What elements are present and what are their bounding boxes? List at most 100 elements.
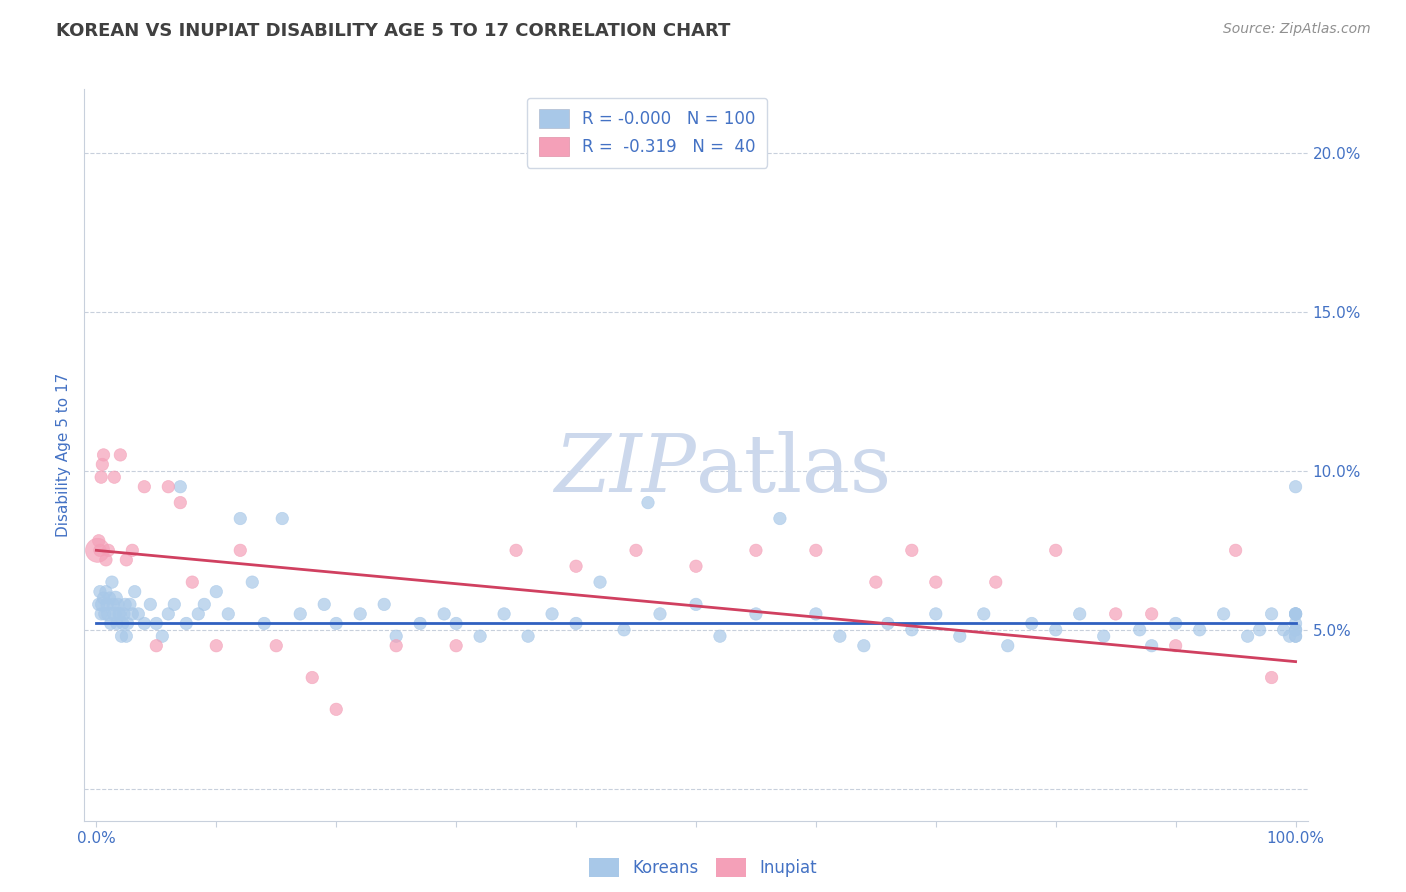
Point (901, 623, 924, 637)
Point (229, 511, 252, 525)
Point (103, 607, 125, 621)
Point (271, 511, 294, 525)
Point (1260, 607, 1282, 621)
Point (93, 591, 115, 605)
Point (876, 616, 898, 631)
Point (139, 598, 162, 612)
Point (997, 639, 1019, 653)
Point (865, 575, 887, 590)
Point (101, 598, 124, 612)
Point (349, 607, 371, 621)
Point (517, 629, 540, 643)
Point (1045, 543, 1067, 558)
Point (115, 629, 138, 643)
Point (101, 575, 124, 590)
Point (87, 598, 110, 612)
Point (709, 629, 731, 643)
Point (100, 616, 122, 631)
Point (1278, 629, 1301, 643)
Point (157, 480, 180, 494)
Point (181, 575, 204, 590)
Point (290, 607, 312, 621)
Point (110, 629, 132, 643)
Point (1260, 671, 1282, 685)
Point (134, 480, 156, 494)
Point (127, 607, 149, 621)
Point (1164, 639, 1187, 653)
Point (1284, 629, 1306, 643)
Point (91, 598, 114, 612)
Point (1284, 480, 1306, 494)
Point (117, 616, 139, 631)
Point (134, 616, 156, 631)
Point (187, 607, 209, 621)
Point (1284, 623, 1306, 637)
Point (1249, 623, 1271, 637)
Point (91, 458, 114, 472)
Point (804, 607, 827, 621)
Point (111, 616, 134, 631)
Legend: R = -0.000   N = 100, R =  -0.319   N =  40: R = -0.000 N = 100, R = -0.319 N = 40 (527, 97, 768, 168)
Point (193, 598, 215, 612)
Point (1284, 629, 1306, 643)
Point (1284, 607, 1306, 621)
Point (648, 607, 671, 621)
Point (103, 470, 125, 484)
Point (97, 543, 120, 558)
Point (901, 543, 924, 558)
Point (169, 495, 191, 509)
Point (565, 559, 588, 574)
Point (94, 584, 117, 599)
Y-axis label: Disability Age 5 to 17: Disability Age 5 to 17 (56, 373, 72, 537)
Point (925, 575, 948, 590)
Point (1021, 616, 1043, 631)
Point (86, 543, 108, 558)
Point (93, 607, 117, 621)
Point (1225, 543, 1247, 558)
Point (565, 616, 588, 631)
Point (145, 639, 167, 653)
Point (624, 543, 647, 558)
Point (104, 591, 127, 605)
Point (157, 607, 180, 621)
Point (145, 616, 167, 631)
Point (685, 598, 707, 612)
Point (852, 639, 875, 653)
Point (494, 607, 516, 621)
Point (949, 629, 972, 643)
Point (325, 616, 347, 631)
Point (1140, 639, 1163, 653)
Text: Source: ZipAtlas.com: Source: ZipAtlas.com (1223, 22, 1371, 37)
Point (745, 543, 768, 558)
Point (205, 584, 228, 599)
Point (1069, 607, 1091, 621)
Point (118, 598, 141, 612)
Point (94, 553, 117, 567)
Text: atlas: atlas (696, 431, 891, 508)
Point (108, 607, 131, 621)
Point (150, 629, 173, 643)
Point (385, 639, 408, 653)
Point (217, 607, 239, 621)
Point (409, 616, 432, 631)
Point (1164, 616, 1187, 631)
Point (174, 616, 197, 631)
Point (229, 543, 252, 558)
Point (89, 584, 111, 599)
Point (90, 607, 112, 621)
Point (1188, 623, 1211, 637)
Point (745, 607, 768, 621)
Point (110, 607, 132, 621)
Point (1284, 607, 1306, 621)
Point (1140, 607, 1163, 621)
Text: KOREAN VS INUPIAT DISABILITY AGE 5 TO 17 CORRELATION CHART: KOREAN VS INUPIAT DISABILITY AGE 5 TO 17… (56, 22, 731, 40)
Point (385, 629, 408, 643)
Point (1284, 607, 1306, 621)
Point (1092, 629, 1115, 643)
Point (973, 607, 995, 621)
Point (444, 639, 467, 653)
Point (264, 639, 287, 653)
Point (115, 553, 138, 567)
Point (89, 543, 111, 558)
Legend: Koreans, Inupiat: Koreans, Inupiat (582, 851, 824, 884)
